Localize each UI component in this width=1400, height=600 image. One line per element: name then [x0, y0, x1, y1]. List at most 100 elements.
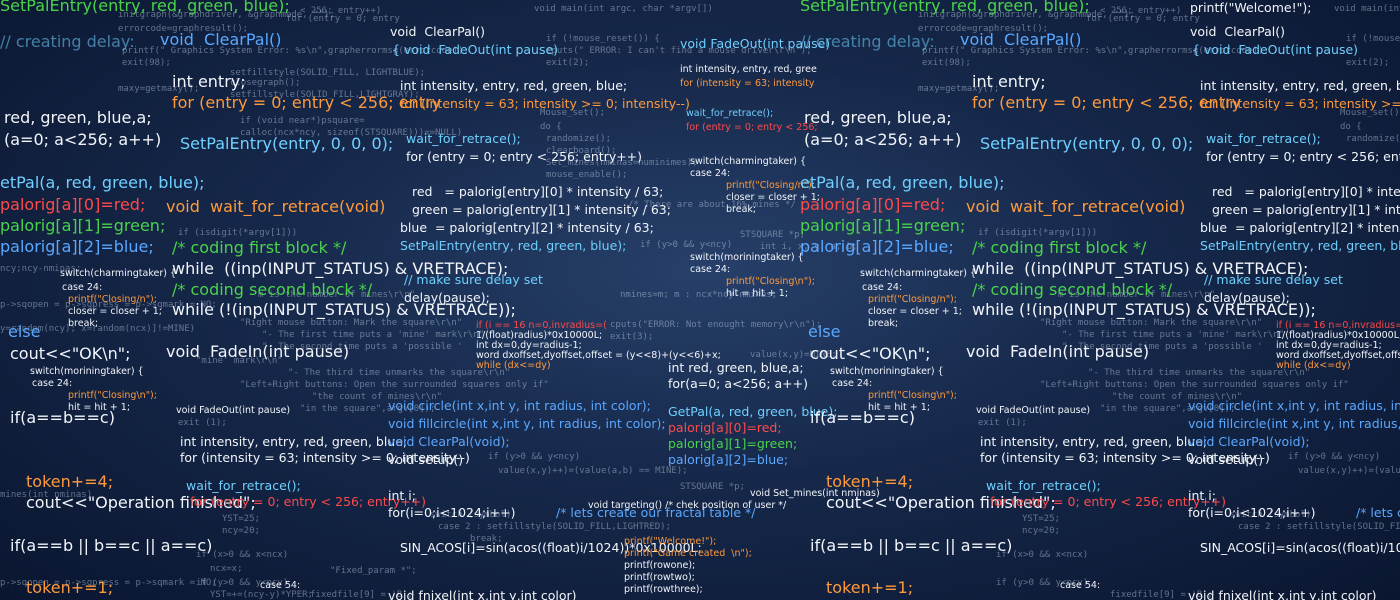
- code-line: "the count of mines\r\n": [312, 392, 443, 402]
- code-line: SetPalEntry(entry, red, green, blue);: [800, 0, 1090, 15]
- code-line: case 24:: [32, 378, 73, 389]
- code-line: randomize();: [1346, 134, 1400, 144]
- code-line: void ClearPal(): [390, 24, 485, 39]
- code-line: red = palorig[entry][0] * intensity / 63…: [412, 184, 664, 199]
- code-line: /* coding first block */: [972, 238, 1147, 257]
- code-line: mines(int nminas): [0, 490, 93, 500]
- code-line: closer = closer + 1;: [726, 192, 820, 203]
- code-line: green = palorig[entry][1] * intensity / …: [412, 202, 671, 217]
- code-line: { void FadeOut(int pause): [1192, 42, 1359, 57]
- code-line: while (!(inp(INPUT_STATUS) & VRETRACE));: [972, 300, 1316, 319]
- code-line: 1/(float)radius)*0x10000L;: [1276, 330, 1400, 341]
- code-line: etPal(a, red, green, blue);: [0, 173, 205, 192]
- code-line: "- The second time puts a 'possible ': [262, 342, 463, 352]
- code-line: mouse_enable();: [546, 170, 628, 180]
- code-line: printf(" Graphics System Error: %s\n",gr…: [122, 46, 469, 56]
- code-line: word dxoffset,dyoffset,offset = (y<<8)+(…: [476, 350, 721, 361]
- code-line: switch(charmingtaker) {: [60, 268, 177, 279]
- code-line: exit(98);: [122, 58, 171, 68]
- code-line: printf("Closing\n");: [726, 276, 815, 287]
- code-line: if (void near*)psquare=: [240, 116, 365, 126]
- code-line: for(i=0;i<1024;i++): [1188, 505, 1316, 520]
- code-line: m is the number of mines\r\n": [1058, 290, 1216, 300]
- code-line: void fnixel(int x,int y,int color): [1188, 588, 1377, 600]
- code-line: printf(rowone);: [624, 560, 696, 571]
- code-line: switch(charmingtaker) {: [690, 156, 807, 167]
- code-line: while ((inp(INPUT_STATUS) & VRETRACE);: [972, 259, 1309, 278]
- code-line: printf("Welcome!");: [624, 536, 717, 547]
- code-line: /* coding second block */: [172, 280, 373, 299]
- code-line: "- The third time unmarks the square\r\n…: [1088, 368, 1311, 378]
- code-line: Mouse_set();: [1340, 108, 1400, 118]
- code-line: printf("Closing\n");: [68, 390, 157, 401]
- code-line: "Fixed_param *";: [330, 566, 417, 576]
- code-line: printf("Welcome!");: [1190, 0, 1312, 15]
- code-line: int entry;: [172, 72, 246, 91]
- code-line: case 54:: [260, 580, 301, 591]
- code-line: // make sure delay set: [1204, 272, 1343, 287]
- code-line: blue = palorig[entry][2] * intensity / 6…: [400, 220, 654, 235]
- code-line: if (y>0 && y<ncy): [196, 578, 289, 588]
- code-line: palorig[a][2]=blue;: [668, 452, 789, 467]
- code-line: cout<<"Operation finished";: [826, 493, 1056, 512]
- code-line: int dx=0,dy=radius-1;: [476, 340, 582, 351]
- code-line: void targeting() /* chek position of use…: [588, 500, 787, 511]
- code-line: p->sqopen = p->sqpress = p->sqmark = NO;: [0, 578, 217, 588]
- code-line: case 2 : setfillstyle(SOLID_FILL,LIGHTRE…: [438, 522, 671, 532]
- code-line: token+=4;: [826, 472, 914, 491]
- code-line: for (entry = 0; entry < 256; entry++): [1206, 149, 1400, 164]
- code-line: hit = hit + 1;: [726, 288, 789, 299]
- code-line: for (entry = 0; entry: [286, 14, 400, 24]
- code-line: while (!(inp(INPUT_STATUS) & VRETRACE));: [172, 300, 516, 319]
- code-line: hit = hit + 1;: [868, 402, 931, 413]
- code-line: YST=25;: [1022, 514, 1060, 524]
- code-line: exit (1);: [178, 418, 227, 428]
- code-line: wait_for_retrace();: [986, 478, 1101, 493]
- code-line: initgraph(&graphdriver, &graphmode, "");: [118, 10, 335, 20]
- code-line: wait_for_retrace();: [1206, 131, 1321, 146]
- code-line: void ClearPal(): [1190, 24, 1285, 39]
- code-line: switch (symbol): [1230, 510, 1312, 520]
- code-line: void Set_mines(int nminas): [750, 488, 880, 499]
- code-line: p->sqopen = p->sqpress = p->sqmark = NO;: [0, 300, 217, 310]
- code-line: red, green, blue,a;: [804, 108, 952, 127]
- code-line: blue = palorig[entry][2] * intensity / 6…: [1200, 220, 1400, 235]
- code-line: ncy=20;: [222, 526, 260, 536]
- code-line: switch(moriningtaker) {: [30, 366, 144, 377]
- code-line: "Left+Right buttons: Open the surrounded…: [240, 380, 549, 390]
- code-line: if (!mouse_reset()) {: [546, 34, 660, 44]
- code-line: exit (1);: [978, 418, 1027, 428]
- code-line: for (intensity = 63; intensity: [680, 78, 815, 89]
- code-line: palorig[a][1]=green;: [0, 216, 166, 235]
- code-line: printf(" Graphics System Error: %s\n",gr…: [922, 46, 1269, 56]
- code-line: void ClearPal(void);: [1188, 434, 1310, 449]
- code-line: printf("Closing/n");: [68, 294, 157, 305]
- code-line: void FadeIn(int pause): [166, 342, 350, 361]
- code-line: printf("Closing/n");: [726, 180, 815, 191]
- code-line: m is the number of mines\r\n": [258, 290, 416, 300]
- code-line: break;: [470, 534, 503, 544]
- code-line: printf("Closing/n");: [868, 294, 957, 305]
- code-line: while (dx<=dy): [1276, 360, 1351, 371]
- code-line: SIN_ACOS[i]=sin(acos((float)i/1024))*0x1…: [400, 540, 702, 555]
- code-line: case 24:: [62, 282, 103, 293]
- code-line: for (entry = 0; entry < 256; entry++): [190, 494, 427, 509]
- code-line: if (i == 16 n=0,invradius=(: [476, 320, 607, 331]
- code-line: < 256; entry++): [1100, 6, 1182, 16]
- code-line: void FadeIn(int pause): [966, 342, 1150, 361]
- code-line: "Right mouse button: Mark the square\r\n…: [240, 318, 463, 328]
- code-line: SetPalEntry(entry, red, green, blue);: [1200, 238, 1400, 253]
- code-line: "- The first time puts a 'mine' mark\r\n…: [262, 330, 485, 340]
- code-line: break;: [726, 204, 757, 215]
- code-line: palorig[a][0]=red;: [668, 420, 782, 435]
- code-line: hit = hit + 1;: [68, 402, 131, 413]
- code-line: palorig[a][2]=blue;: [0, 237, 154, 256]
- code-line: "- The first time puts a 'mine' mark\r\n…: [1062, 330, 1285, 340]
- code-line: int intensity, entry, red, gree: [680, 64, 817, 75]
- code-line: (a=0; a<256; a++): [804, 130, 962, 149]
- code-line: /* lets create our fractal table */: [556, 505, 756, 520]
- code-line: token+=1;: [826, 578, 914, 597]
- code-line: SetPalEntry(entry, 0, 0, 0);: [980, 134, 1194, 153]
- code-line: exit(2);: [546, 58, 590, 68]
- code-line: // make sure delay set: [404, 272, 543, 287]
